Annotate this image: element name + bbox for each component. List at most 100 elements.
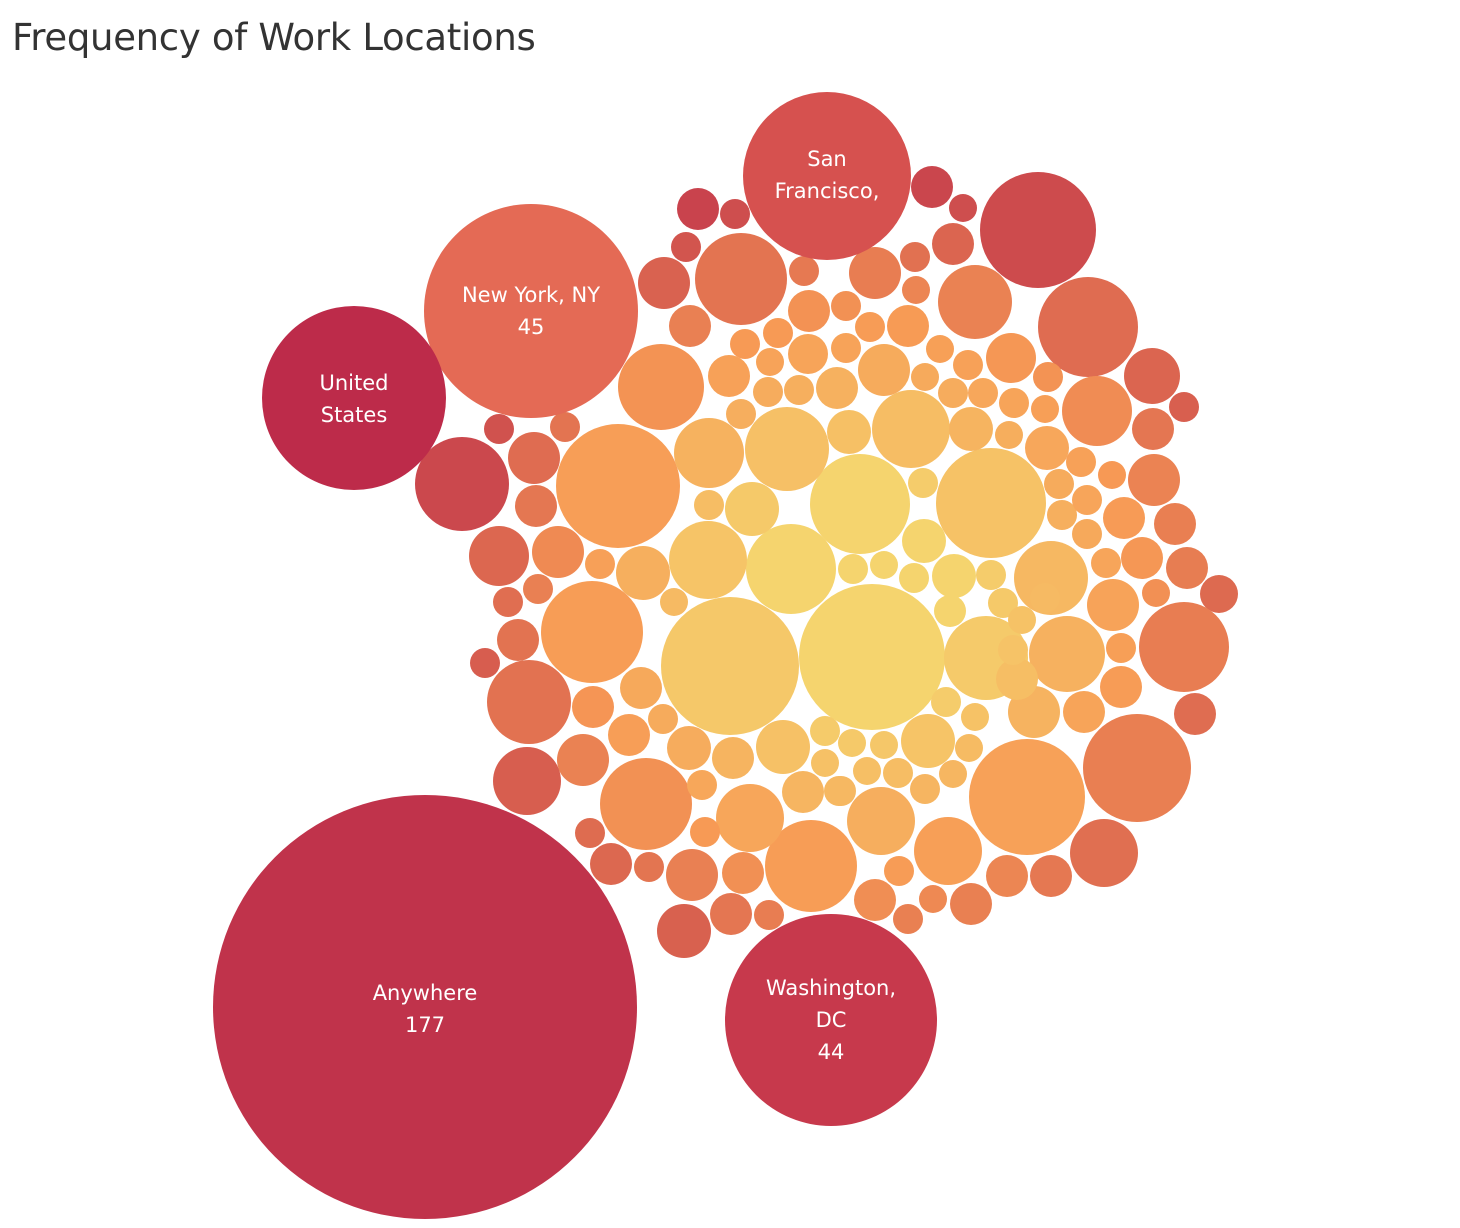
bubble: [831, 333, 861, 363]
bubble: [1070, 819, 1138, 887]
bubble-label: 45: [518, 315, 545, 339]
bubble: [1030, 583, 1060, 613]
chart-title: Frequency of Work Locations: [12, 16, 536, 59]
bubble: [853, 757, 881, 785]
bubble-label: Francisco,: [775, 179, 880, 203]
bubble: [908, 468, 938, 498]
bubble: [695, 233, 787, 325]
bubble: [799, 584, 945, 730]
bubble: [1038, 277, 1138, 377]
bubble: [618, 344, 704, 430]
bubble: [726, 399, 756, 429]
bubble-group: [213, 92, 1238, 1219]
bubble: [938, 378, 968, 408]
bubble: [969, 739, 1085, 855]
bubble: [674, 418, 744, 488]
bubble: [884, 856, 914, 886]
bubble: [926, 335, 954, 363]
bubble: [849, 247, 901, 299]
bubble: [949, 407, 993, 451]
bubble: [1029, 616, 1105, 692]
bubble: [788, 290, 830, 332]
bubble: [919, 885, 947, 913]
bubble: [953, 350, 983, 380]
bubble: [910, 774, 940, 804]
bubble: [784, 375, 814, 405]
bubble: [980, 172, 1096, 288]
bubble: [608, 714, 650, 756]
bubble: [1098, 461, 1126, 489]
bubble: [585, 549, 615, 579]
bubble: [838, 729, 866, 757]
bubble: [986, 333, 1036, 383]
bubble: [1132, 408, 1174, 450]
bubble: [469, 526, 529, 586]
bubble: [616, 546, 670, 600]
bubble: [710, 893, 752, 935]
bubble: [995, 421, 1023, 449]
bubble: [949, 194, 977, 222]
bubble: [687, 770, 717, 800]
bubble: [1066, 447, 1096, 477]
bubble: [515, 485, 557, 527]
bubble: [590, 843, 632, 885]
bubble: [730, 329, 760, 359]
bubble: [901, 714, 955, 768]
bubble: [870, 731, 898, 759]
bubble: [1121, 537, 1163, 579]
bubble-new-york-ny: [424, 204, 638, 418]
bubble: [826, 776, 856, 806]
bubble: [634, 852, 664, 882]
bubble: [557, 734, 609, 786]
bubble: [671, 232, 701, 262]
bubble: [1087, 579, 1139, 631]
bubble: [722, 852, 764, 894]
bubble: [854, 879, 896, 921]
bubble: [660, 588, 688, 616]
bubble: [931, 687, 961, 717]
bubble: [789, 256, 819, 286]
bubble: [838, 554, 868, 584]
bubble: [996, 658, 1038, 700]
bubble: [911, 166, 953, 208]
bubble: [638, 257, 690, 309]
bubble: [900, 242, 930, 272]
bubble: [541, 581, 643, 683]
bubble: [661, 597, 799, 735]
bubble: [669, 521, 747, 599]
bubble: [827, 410, 871, 454]
bubble: [690, 817, 720, 847]
bubble: [756, 348, 784, 376]
bubble-label: Washington,: [766, 976, 896, 1000]
bubble: [1154, 503, 1196, 545]
bubble: [484, 414, 514, 444]
bubble: [976, 560, 1006, 590]
bubble: [1072, 519, 1102, 549]
bubble: [508, 432, 560, 484]
bubble: [1083, 714, 1191, 822]
bubble: [887, 305, 929, 347]
bubble: [620, 667, 662, 709]
bubble: [858, 344, 910, 396]
bubble: [999, 388, 1029, 418]
bubble: [1174, 693, 1216, 735]
bubble: [1062, 376, 1132, 446]
bubble: [955, 734, 983, 762]
bubble: [572, 686, 614, 728]
bubble: [575, 818, 605, 848]
bubble: [1100, 666, 1142, 708]
bubble: [914, 817, 982, 885]
bubble: [470, 648, 500, 678]
bubble-anywhere: [213, 795, 637, 1219]
bubble: [855, 312, 885, 342]
bubble: [911, 363, 939, 391]
bubble: [872, 390, 950, 468]
bubble: [811, 749, 839, 777]
bubble: [883, 758, 913, 788]
bubble: [893, 904, 923, 934]
bubble: [902, 276, 930, 304]
bubble: [1166, 547, 1208, 589]
bubble: [934, 595, 966, 627]
bubble-label: 44: [818, 1040, 845, 1064]
bubble: [1031, 395, 1059, 423]
